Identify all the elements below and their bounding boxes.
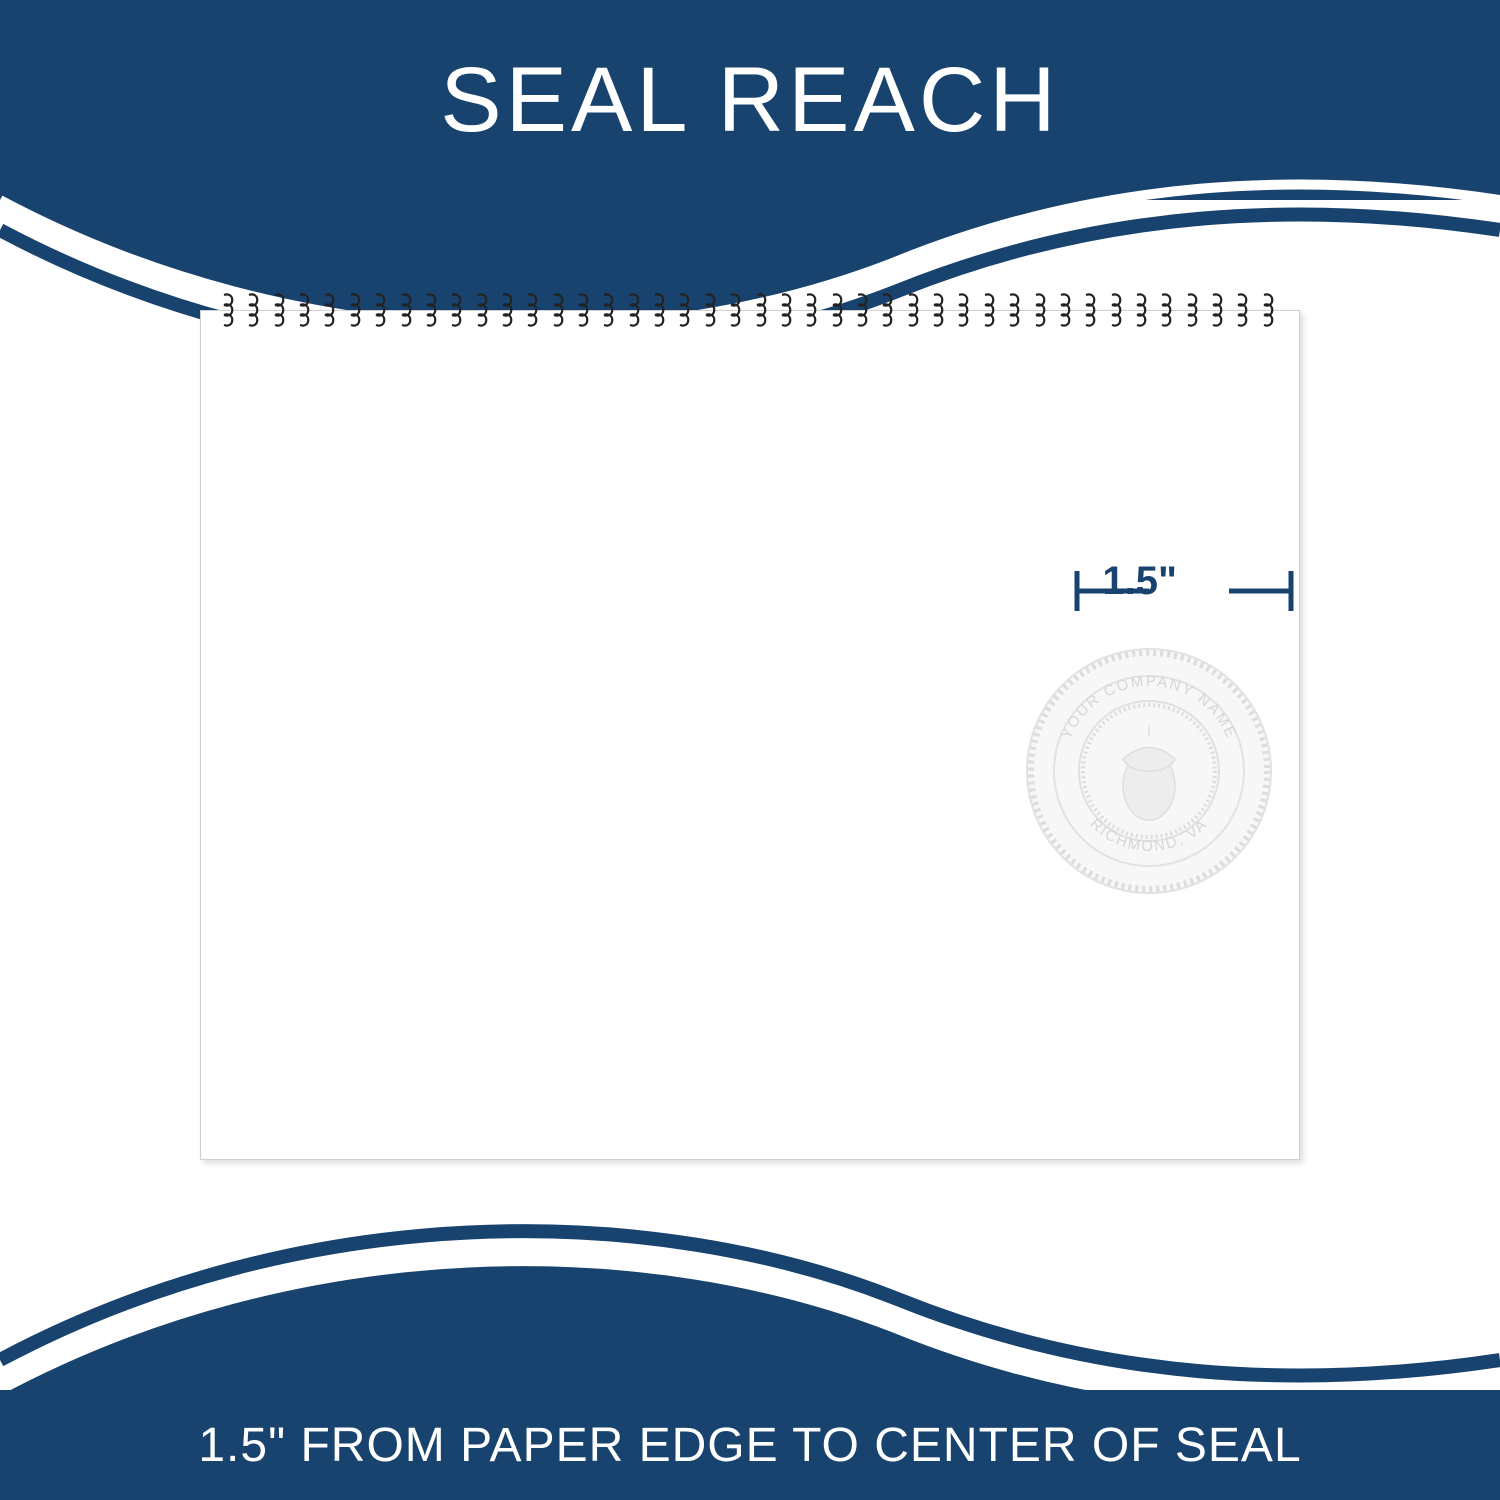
spiral-coil <box>297 289 315 333</box>
spiral-coil <box>424 289 442 333</box>
spiral-coil <box>804 289 822 333</box>
spiral-binding <box>221 289 1279 333</box>
spiral-coil <box>1210 289 1228 333</box>
measurement-value: 1.5" <box>1102 559 1177 604</box>
spiral-coil <box>1058 289 1076 333</box>
spiral-coil <box>348 289 366 333</box>
spiral-coil <box>677 289 695 333</box>
spiral-coil <box>652 289 670 333</box>
spiral-coil <box>754 289 772 333</box>
spiral-coil <box>449 289 467 333</box>
spiral-coil <box>703 289 721 333</box>
spiral-coil <box>500 289 518 333</box>
spiral-coil <box>830 289 848 333</box>
spiral-coil <box>1109 289 1127 333</box>
spiral-coil <box>221 289 239 333</box>
spiral-coil <box>956 289 974 333</box>
spiral-coil <box>576 289 594 333</box>
spiral-coil <box>1033 289 1051 333</box>
spiral-coil <box>880 289 898 333</box>
page-title: SEAL REACH <box>440 48 1059 153</box>
spiral-coil <box>525 289 543 333</box>
spiral-coil <box>779 289 797 333</box>
spiral-coil <box>322 289 340 333</box>
spiral-coil <box>1134 289 1152 333</box>
header-band: SEAL REACH <box>0 0 1500 200</box>
spiral-coil <box>475 289 493 333</box>
spiral-coil <box>1159 289 1177 333</box>
spiral-coil <box>906 289 924 333</box>
spiral-coil <box>373 289 391 333</box>
spiral-coil <box>1185 289 1203 333</box>
spiral-coil <box>855 289 873 333</box>
spiral-coil <box>1007 289 1025 333</box>
footer-caption: 1.5" FROM PAPER EDGE TO CENTER OF SEAL <box>198 1418 1301 1473</box>
spiral-coil <box>931 289 949 333</box>
spiral-coil <box>551 289 569 333</box>
footer-band: 1.5" FROM PAPER EDGE TO CENTER OF SEAL <box>0 1390 1500 1500</box>
spiral-coil <box>272 289 290 333</box>
notebook-page: 1.5" YOUR COMPANY NAME RICHMOND, VA <box>200 310 1300 1160</box>
spiral-coil <box>982 289 1000 333</box>
embossed-seal: YOUR COMPANY NAME RICHMOND, VA <box>1019 641 1279 901</box>
spiral-coil <box>627 289 645 333</box>
spiral-coil <box>601 289 619 333</box>
spiral-coil <box>1083 289 1101 333</box>
spiral-coil <box>1235 289 1253 333</box>
spiral-coil <box>246 289 264 333</box>
spiral-coil <box>728 289 746 333</box>
spiral-coil <box>399 289 417 333</box>
spiral-coil <box>1261 289 1279 333</box>
